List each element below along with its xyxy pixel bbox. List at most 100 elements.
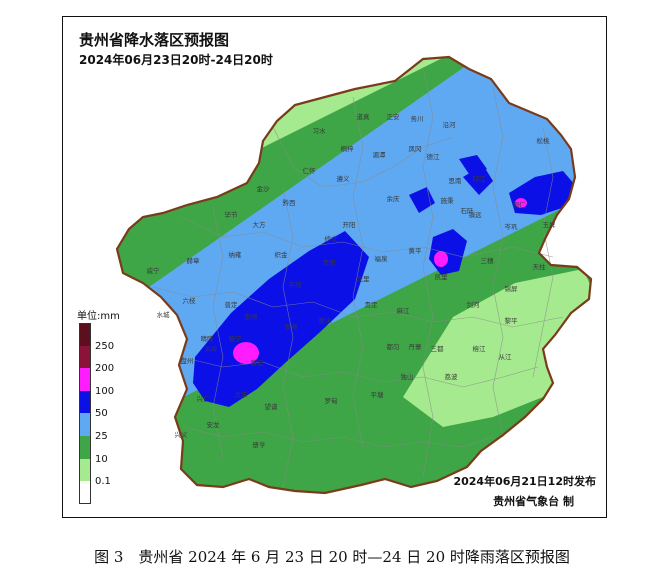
place-name: 普定: [225, 300, 239, 309]
place-name: 湄潭: [373, 150, 387, 159]
place-name: 凯里: [435, 273, 449, 281]
rain-zone-100mm-southwest: [233, 342, 259, 364]
place-name: 麻江: [397, 306, 411, 315]
place-name: 兴义: [175, 430, 189, 439]
legend-swatch: [79, 323, 91, 346]
county-line: [272, 126, 454, 188]
place-name: 习水: [313, 126, 327, 135]
legend: 250 200 100 50 25 10 0.1: [79, 323, 149, 504]
place-name: 关岭: [205, 344, 219, 353]
place-name: 剑河: [467, 300, 481, 309]
place-name: 晴隆: [201, 334, 215, 343]
rain-zone-50mm-southwest: [193, 231, 369, 407]
rain-zone-100mm-east: [515, 198, 527, 208]
legend-label: 25: [95, 430, 108, 442]
place-name: 织金: [275, 250, 289, 259]
place-name: 沿河: [443, 120, 457, 129]
legend-swatch: [79, 458, 91, 482]
county-line: [422, 66, 434, 478]
legend-swatch: [79, 368, 91, 391]
legend-label: 200: [95, 363, 115, 375]
county-line: [532, 126, 554, 378]
legend-row: 0.1: [79, 458, 149, 487]
place-name: 长顺: [285, 322, 299, 331]
county-line: [352, 96, 364, 448]
legend-row: 200: [79, 345, 149, 374]
place-name: 仁怀: [303, 166, 317, 175]
place-name: 龙里: [357, 274, 371, 283]
county-line: [282, 186, 294, 488]
place-name: 余庆: [387, 194, 401, 203]
legend-unit: 单位:mm: [77, 311, 120, 322]
place-name: 遵义: [337, 174, 351, 183]
place-name: 凤冈: [409, 145, 422, 153]
place-name: 惠水: [319, 316, 333, 325]
legend-row: 250: [79, 323, 149, 352]
place-name: 兴仁: [197, 394, 211, 403]
county-line: [182, 426, 494, 448]
place-name: 紫云: [251, 359, 265, 367]
legend-swatch: [79, 345, 91, 369]
legend-row: 25: [79, 413, 149, 442]
place-name: 镇宁: [229, 334, 243, 343]
place-name: 印江: [473, 175, 487, 183]
place-name: 罗甸: [325, 396, 338, 405]
place-name: 盘州: [181, 356, 194, 365]
legend-swatch: [79, 481, 91, 504]
county-line: [180, 356, 539, 388]
legend-swatch: [79, 435, 91, 459]
place-name: 赫章: [187, 256, 201, 265]
legend-label: 0.1: [95, 476, 111, 488]
place-name: 开阳: [343, 220, 356, 229]
rain-zone-100mm-central: [434, 251, 448, 267]
place-name: 平坝: [289, 280, 303, 289]
place-name: 玉屏: [543, 221, 557, 229]
place-name: 纳雍: [229, 250, 243, 259]
place-name: 松桃: [537, 136, 551, 145]
place-name: 道真: [357, 112, 371, 121]
place-name: 金沙: [257, 184, 271, 193]
place-name: 黎平: [505, 316, 519, 325]
place-name: 六枝: [183, 296, 197, 305]
county-line: [492, 86, 504, 438]
place-name: 锦屏: [505, 284, 519, 293]
place-name: 镇远: [469, 210, 483, 219]
place-name: 铜仁: [513, 200, 527, 209]
issuer: 贵州省气象台 制: [493, 495, 574, 508]
county-boundaries: [152, 66, 564, 488]
place-name: 施秉: [441, 196, 455, 205]
county-line: [212, 206, 224, 458]
place-name: 务川: [411, 114, 424, 123]
place-name: 三都: [431, 345, 445, 353]
place-name: 大方: [253, 220, 267, 229]
place-name: 丹寨: [409, 342, 423, 351]
place-name: 福泉: [375, 254, 389, 263]
legend-label: 50: [95, 408, 108, 420]
legend-row: 10: [79, 435, 149, 465]
rain-zone-50mm-north: [459, 155, 487, 177]
legend-row: 50: [79, 390, 149, 419]
place-name: 修文: [325, 234, 339, 243]
place-name: 贞丰: [235, 390, 249, 399]
place-name: 正安: [387, 112, 401, 121]
forecast-period: 2024年06月23日20时-24日20时: [79, 53, 273, 67]
place-name: 毕节: [225, 210, 239, 219]
place-name: 威宁: [147, 266, 161, 275]
place-name: 册亨: [253, 440, 267, 449]
place-name: 安顺: [245, 312, 259, 321]
place-name: 独山: [401, 372, 414, 381]
legend-swatch: [79, 413, 91, 436]
place-name: 贵定: [365, 300, 379, 309]
map-frame: 习水 道真 正安 务川 沿河 桐梓 湄潭 凤冈 德江 仁怀 遵义 思南 印江 松桃 铜仁 石阡 金沙 黔西 毕节 大方…: [62, 16, 607, 518]
legend-swatch: [79, 390, 91, 414]
place-name: 都匀: [387, 342, 400, 351]
place-name: 天柱: [533, 262, 547, 271]
map-title: 贵州省降水落区预报图: [79, 31, 230, 49]
place-name: 德江: [427, 152, 441, 161]
place-name: 三穗: [481, 256, 495, 265]
place-name: 水城: [157, 310, 171, 319]
legend-row: [79, 481, 149, 504]
place-name: 安龙: [207, 420, 221, 429]
